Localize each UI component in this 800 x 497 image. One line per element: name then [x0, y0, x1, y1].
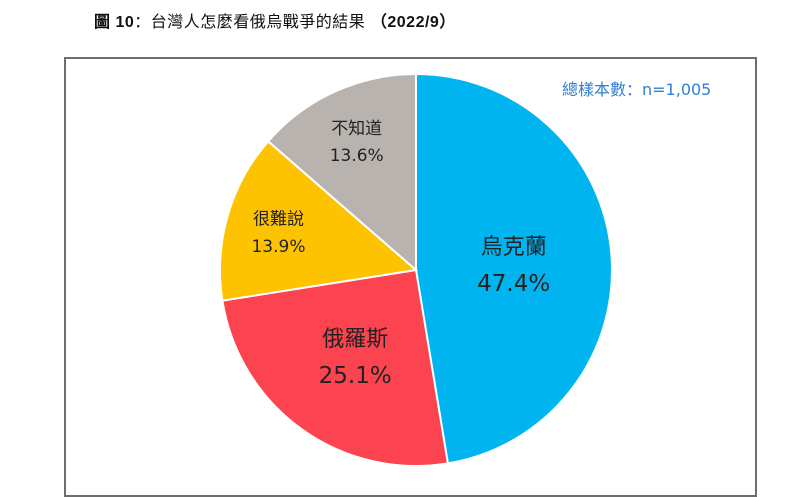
pie-chart: 烏克蘭 47.4% 俄羅斯 25.1% 很難說 13.9% 不知道 13.6% [219, 72, 613, 467]
slice-value-label: 13.6% [330, 146, 384, 166]
chart-frame: 總樣本數：n=1,005 烏克蘭 47.4% 俄羅斯 25.1% 很難說 13.9% 不知道… [64, 57, 757, 497]
slice-value-label: 13.9% [251, 237, 305, 257]
figure-separator: ： [134, 12, 151, 31]
pie-slice [415, 72, 613, 465]
figure-title: 圖 10：台灣人怎麼看俄烏戰爭的結果 （2022/9） [94, 8, 456, 32]
slice-label: 烏克蘭 [481, 235, 547, 260]
slice-label: 俄羅斯 [322, 327, 388, 352]
figure-caption: 台灣人怎麼看俄烏戰爭的結果 [150, 12, 366, 31]
slice-value-label: 25.1% [319, 363, 392, 389]
pie-slice [219, 139, 419, 302]
figure-number: 圖 10 [94, 14, 135, 31]
slice-value-label: 47.4% [477, 271, 550, 297]
figure-date: （2022/9） [370, 14, 456, 31]
pie-slice [221, 268, 450, 467]
pie-slice [266, 72, 417, 273]
slice-label: 不知道 [331, 119, 382, 139]
sample-size-note: 總樣本數：n=1,005 [562, 80, 712, 99]
slice-label: 很難說 [253, 210, 304, 230]
